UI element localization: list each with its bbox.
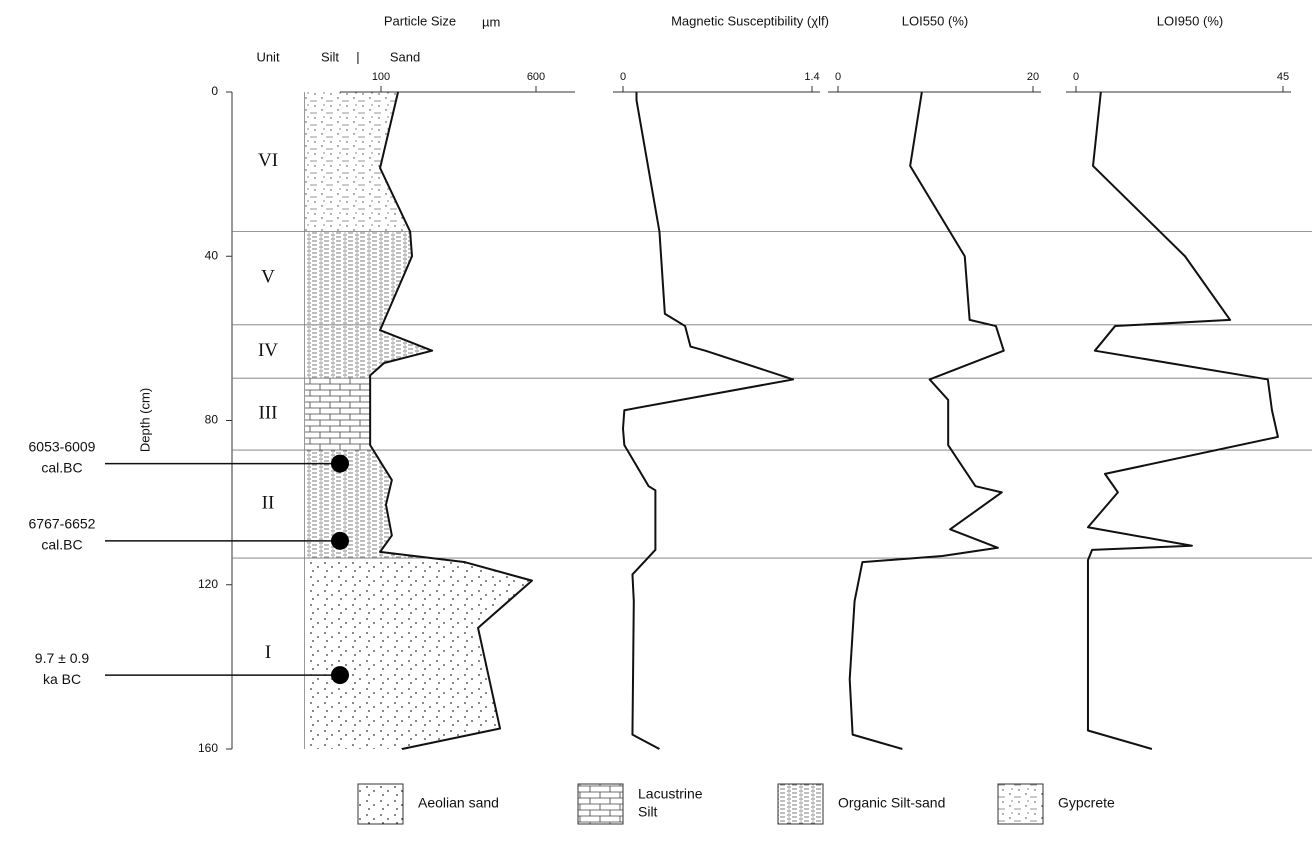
- legend-swatch: [997, 783, 1044, 825]
- x-tick-label: 100: [372, 71, 390, 83]
- profile-line: [369, 91, 533, 750]
- legend-label: Aeolian sand: [418, 795, 499, 811]
- profile-line: [622, 92, 795, 750]
- y-tick-label: 160: [198, 741, 218, 755]
- unit-header: Unit: [256, 49, 280, 64]
- profile-line: [848, 91, 1005, 750]
- legend-label: Gypcrete: [1058, 795, 1115, 811]
- y-tick-label: 0: [211, 84, 218, 98]
- x-tick-label: 0: [1073, 71, 1079, 83]
- lithology-band: [305, 231, 532, 325]
- legend-swatch: [357, 783, 404, 825]
- sample-label: cal.BC: [41, 459, 82, 475]
- profile-line: [1086, 91, 1279, 750]
- chart-title: Magnetic Susceptibility (χlf): [671, 13, 829, 28]
- y-tick-label: 80: [205, 413, 219, 427]
- unit-label: V: [261, 267, 275, 288]
- unit-label: II: [262, 492, 275, 513]
- x-tick-label: 45: [1277, 71, 1289, 83]
- chart-title: LOI550 (%): [902, 13, 968, 28]
- x-tick-label: 0: [620, 71, 626, 83]
- x-tick-label: 600: [527, 71, 545, 83]
- unit-label: VI: [258, 150, 278, 171]
- legend-swatch: [777, 783, 824, 825]
- unit-label: IV: [258, 340, 278, 361]
- x-tick-label: 1.4: [804, 71, 819, 83]
- sample-dot: [331, 666, 349, 685]
- silt-label: Silt: [321, 49, 339, 64]
- sample-label: 6053-6009: [29, 438, 96, 454]
- unit-label: I: [265, 642, 271, 663]
- lithology-column: [305, 92, 532, 749]
- sample-label: 9.7 ± 0.9: [35, 650, 90, 666]
- sand-label: Sand: [390, 49, 420, 64]
- x-tick-label: 20: [1027, 71, 1039, 83]
- sample-label: cal.BC: [41, 537, 82, 553]
- chart-unit: µm: [482, 14, 500, 29]
- legend-swatch: [577, 783, 624, 825]
- x-tick-label: 0: [835, 71, 841, 83]
- chart-title: LOI950 (%): [1157, 13, 1223, 28]
- legend-label: Organic Silt-sand: [838, 795, 945, 811]
- sample-dot: [331, 454, 349, 473]
- depth-axis-label: Depth (cm): [137, 388, 152, 452]
- lithology-band: [305, 378, 532, 451]
- legend-label: Lacustrine: [638, 786, 703, 802]
- lithology-band: [305, 558, 532, 749]
- sample-label: 6767-6652: [29, 516, 96, 532]
- unit-label: III: [259, 402, 278, 423]
- lithology-band: [305, 324, 532, 379]
- legend-label: Silt: [638, 804, 658, 820]
- sample-dot: [331, 531, 349, 550]
- sample-label: ka BC: [43, 671, 81, 687]
- y-tick-label: 40: [205, 248, 219, 262]
- chart-title: Particle Size: [384, 13, 456, 28]
- y-tick-label: 120: [198, 577, 218, 591]
- lithology-band: [305, 450, 532, 559]
- lithology-band: [305, 92, 532, 232]
- divider-label: |: [356, 49, 359, 64]
